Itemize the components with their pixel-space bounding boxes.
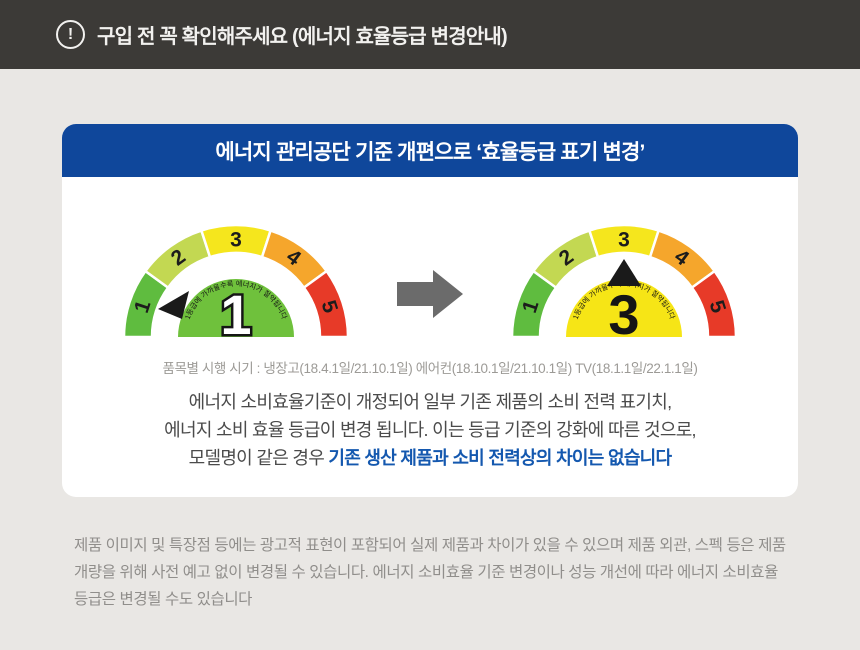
gauge-pointer <box>158 291 189 319</box>
card-header-title: 에너지 관리공단 기준 개편으로 ‘효율등급 표기 변경’ <box>215 140 645 164</box>
gauge-segment-5 <box>302 269 350 339</box>
gauge-after: 1 2 3 4 5 1등급에 가까울수록 에너지가 절약됩니다 3 <box>510 223 738 341</box>
energy-info-card: 에너지 관리공단 기준 개편으로 ‘효율등급 표기 변경’ 1 2 3 4 5 … <box>62 124 798 497</box>
footer-disclaimer: 제품 이미지 및 특장점 등에는 광고적 표현이 포함되어 실제 제품과 차이가… <box>74 537 786 608</box>
schedule-note: 품목별 시행 시기 : 냉장고(18.4.1일/21.10.1일) 에어컨(18… <box>162 361 698 376</box>
exclamation-circle-icon: ! <box>56 20 85 49</box>
description: 에너지 소비효율기준이 개정되어 일부 기존 제품의 소비 전력 표기치, 에너… <box>62 388 798 472</box>
card-header: 에너지 관리공단 기준 개편으로 ‘효율등급 표기 변경’ <box>62 124 798 177</box>
notice-title: 구입 전 꼭 확인해주세요 (에너지 효율등급 변경안내) <box>97 26 508 48</box>
description-highlight: 기존 생산 제품과 소비 전력상의 차이는 없습니다 <box>328 448 672 468</box>
right-arrow-icon <box>397 270 463 318</box>
transition-arrow <box>397 270 463 323</box>
gauge-segment-label: 3 <box>618 229 630 252</box>
gauge-row: 1 2 3 4 5 1등급에 가까울수록 에너지가 절약됩니다 1 <box>62 219 798 341</box>
gauge-disc <box>178 279 294 337</box>
gauge-segment-5 <box>690 269 738 339</box>
gauge-value: 1 <box>220 283 251 341</box>
notice-bar: ! 구입 전 꼭 확인해주세요 (에너지 효율등급 변경안내) <box>0 0 860 69</box>
description-line-1: 에너지 소비효율기준이 개정되어 일부 기존 제품의 소비 전력 표기치, <box>188 392 672 412</box>
description-line-2: 에너지 소비 효율 등급이 변경 됩니다. 이는 등급 기준의 강화에 따른 것… <box>164 420 696 440</box>
gauge-value: 3 <box>608 283 639 341</box>
gauge-disc <box>566 279 682 337</box>
gauge-before: 1 2 3 4 5 1등급에 가까울수록 에너지가 절약됩니다 1 <box>122 223 350 341</box>
gauge-segment-label: 3 <box>230 229 242 252</box>
gauge-pointer <box>607 259 641 286</box>
description-line-3-prefix: 모델명이 같은 경우 <box>188 448 329 468</box>
